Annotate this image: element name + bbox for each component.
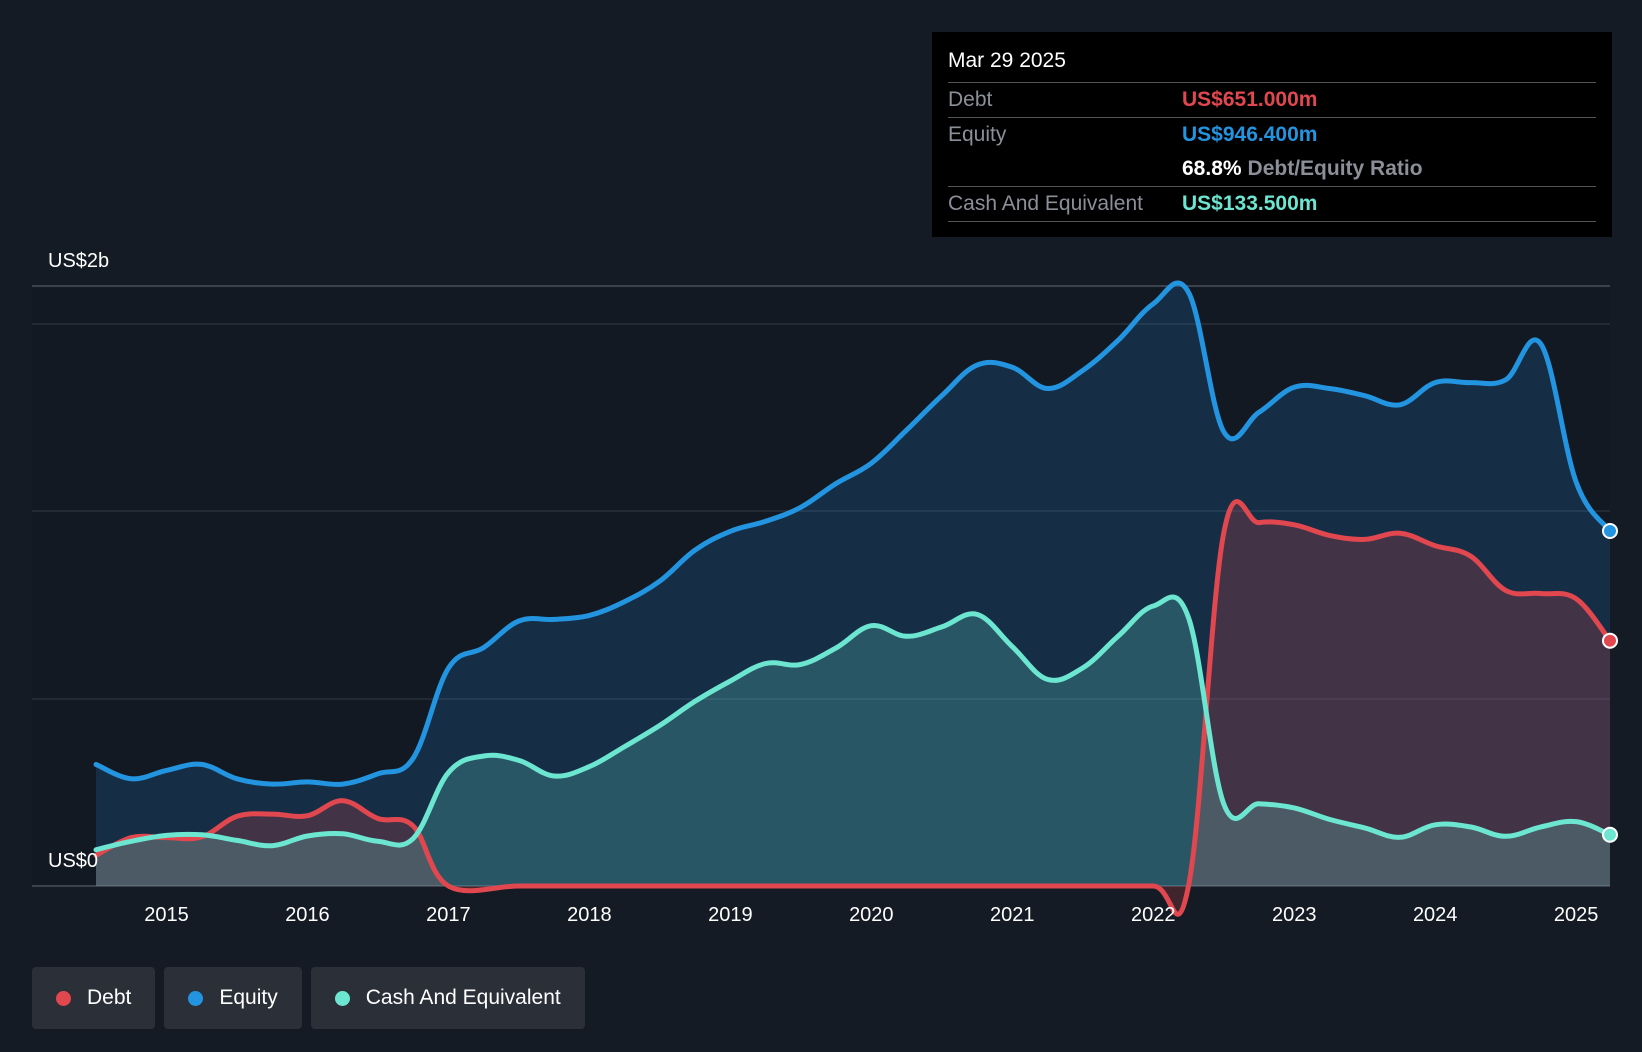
equity-endpoint-marker[interactable] [1602, 523, 1618, 539]
tooltip-debt-label: Debt [948, 88, 993, 111]
legend-item-equity[interactable]: Equity [164, 967, 302, 1029]
legend: Debt Equity Cash And Equivalent [32, 967, 585, 1029]
x-tick-label: 2024 [1413, 904, 1458, 926]
legend-item-debt[interactable]: Debt [32, 967, 156, 1029]
legend-item-cash[interactable]: Cash And Equivalent [310, 967, 585, 1029]
tooltip-equity-row: Equity US$946.400m [948, 118, 1596, 152]
x-tick-label: 2023 [1272, 904, 1317, 926]
tooltip-equity-label: Equity [948, 123, 1007, 146]
x-tick-label: 2021 [990, 904, 1035, 926]
y-axis-top-label: US$2b [48, 250, 110, 272]
tooltip-ratio-label: Debt/Equity Ratio [1247, 157, 1423, 180]
legend-equity-label: Equity [219, 986, 278, 1009]
cash-line [93, 594, 1613, 853]
tooltip-ratio-row: 68.8% Debt/Equity Ratio [948, 152, 1596, 187]
tooltip-cash-label: Cash And Equivalent [948, 192, 1143, 215]
debt-dot-icon [56, 990, 71, 1006]
tooltip-debt-row: Debt US$651.000m [948, 83, 1596, 118]
x-tick-label: 2022 [1131, 904, 1176, 926]
debt-endpoint-marker[interactable] [1602, 632, 1618, 649]
x-tick-label: 2017 [426, 904, 471, 926]
equity-line [93, 280, 1613, 787]
x-tick-label: 2015 [144, 904, 189, 926]
tooltip-equity-value: US$946.400m [1182, 123, 1318, 146]
tooltip-date: Mar 29 2025 [948, 46, 1596, 83]
x-tick-label: 2019 [708, 904, 753, 926]
legend-cash-label: Cash And Equivalent [365, 986, 561, 1009]
tooltip-cash-row: Cash And Equivalent US$133.500m [948, 187, 1596, 222]
x-tick-label: 2018 [567, 904, 612, 926]
tooltip-debt-value: US$651.000m [1182, 88, 1318, 111]
cash-endpoint-marker[interactable] [1602, 826, 1618, 843]
x-tick-label: 2020 [849, 904, 894, 926]
legend-debt-label: Debt [87, 986, 132, 1009]
cash-area [96, 596, 1610, 886]
x-tick-label: 2025 [1554, 904, 1599, 926]
tooltip-cash-value: US$133.500m [1182, 192, 1318, 215]
plot-background [32, 286, 1610, 886]
cash-dot-icon [334, 990, 350, 1006]
debt-area [96, 501, 1610, 915]
data-tooltip: Mar 29 2025 Debt US$651.000m Equity US$9… [932, 32, 1612, 237]
y-axis-bottom-label: US$0 [48, 850, 99, 872]
equity-area [96, 282, 1610, 887]
debt-line [93, 499, 1613, 917]
tooltip-ratio-value: 68.8% [1182, 157, 1242, 180]
equity-dot-icon [188, 990, 204, 1006]
x-tick-label: 2016 [285, 904, 330, 926]
